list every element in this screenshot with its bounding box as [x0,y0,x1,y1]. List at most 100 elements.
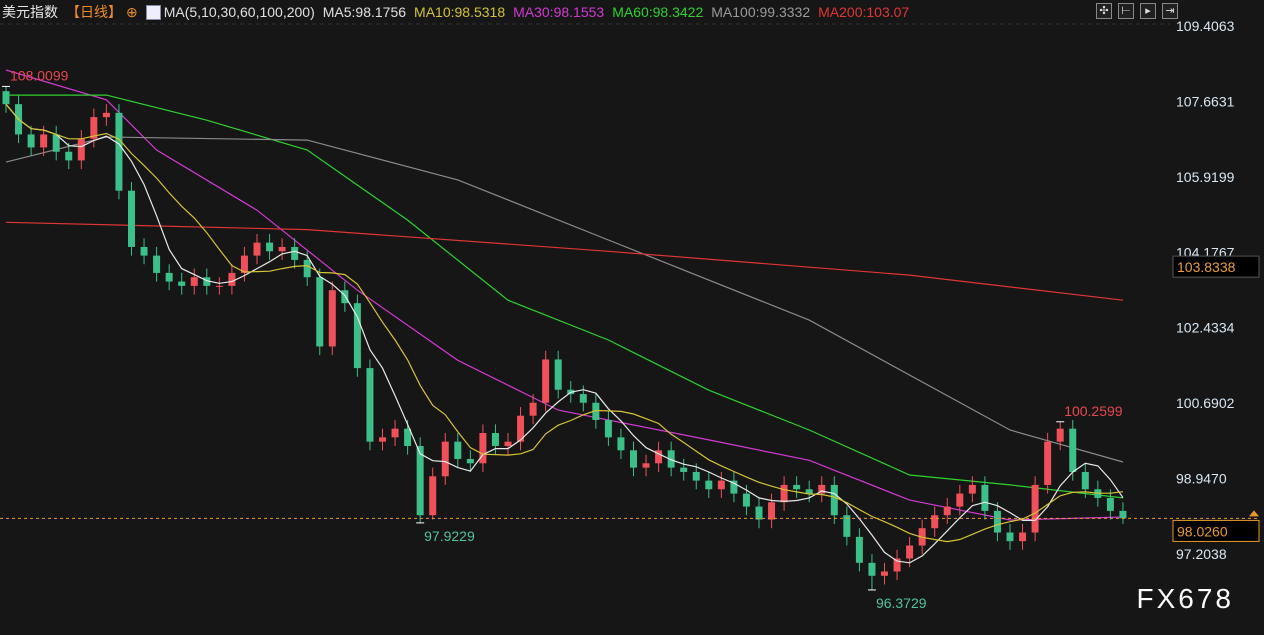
candle-body [504,441,512,446]
y-tick-label: 107.6631 [1176,93,1235,109]
settings-icon[interactable]: ⊕ [126,3,138,20]
candle-body [755,506,763,520]
candle-body [491,433,499,446]
candle-body [780,484,788,503]
candle-body [893,558,901,572]
candle-body [203,277,211,286]
candle-body [479,433,487,464]
candle-body [730,480,738,494]
indicator-name[interactable]: MA(5,10,30,60,100,200) [163,4,315,20]
candle-body [906,545,914,559]
ma-value: MA200:103.07 [818,4,910,20]
y-tick-label: 105.9199 [1176,169,1235,185]
ma-value: MA30:98.1553 [513,4,605,20]
candle-body [579,394,587,403]
candle-body [667,450,675,468]
ma-line-ma200 [5,221,1124,301]
high-annotation: 100.2599 [1064,403,1123,419]
candle-body [341,290,349,304]
zoom-out-icon[interactable]: ▸ [1140,3,1156,19]
crosshair-icon[interactable]: ✣ [1096,3,1112,19]
candle-body [1081,471,1089,490]
period-selector[interactable]: 【日线】 [66,4,122,20]
instrument-name: 美元指数 [2,4,58,20]
candle-body [379,437,386,442]
candle-body [692,471,700,481]
candle-body [655,450,663,464]
candle-body [717,480,725,490]
candle-body [441,441,449,477]
candle-body [128,190,135,247]
exit-icon[interactable]: ⇥ [1162,3,1178,19]
watermark: FX678 [1136,583,1234,614]
candle-body [843,515,851,537]
y-tick-label: 97.2038 [1176,546,1227,562]
candle-body [1006,532,1014,542]
ma-line-ma5 [5,103,1124,564]
candle-body [404,428,412,446]
ma-value: MA10:98.5318 [414,4,506,20]
candle-body [1019,532,1027,542]
candle-body [604,420,612,438]
low-annotation: 97.9229 [424,528,475,544]
candle-body [2,91,10,105]
candle-body [830,484,838,516]
candle-body [140,246,148,256]
candle-body [793,484,801,490]
candle-body [454,441,462,459]
candle-body [466,458,474,464]
candle-body [115,112,123,191]
candle-body [818,484,826,494]
candle-body [617,437,625,451]
candle-body [1106,497,1114,511]
candle-body [529,402,537,416]
ma-line-ma10 [5,103,1124,543]
candle-body [303,259,311,278]
candle-body [680,467,688,472]
candle-body [642,463,650,468]
ma-value: MA5:98.1756 [322,4,407,20]
ma-line-ma60 [6,94,1124,499]
chart-legend: 美元指数 【日线】 ⊕ MA(5,10,30,60,100,200) MA5:9… [2,3,917,21]
zoom-in-icon[interactable]: ⊢ [1118,3,1134,19]
ma-line-ma30 [5,69,1124,521]
candle-body [153,255,161,273]
candle-body [1056,428,1064,442]
candle-body [943,506,951,516]
low-annotation: 96.3729 [876,595,927,611]
candle-body [65,151,73,161]
candle-body [52,134,60,152]
ma-value: MA100:99.3332 [711,4,811,20]
y-tick-label: 98.9470 [1176,471,1227,487]
candle-body [1119,510,1127,519]
candle-body [630,450,637,468]
candle-body [881,571,888,576]
candle-body [228,272,236,286]
candle-body [215,285,223,287]
candle-body [592,402,600,421]
candle-body [416,445,424,516]
candle-body [855,536,863,563]
candle-body [240,255,248,273]
candle-body [27,134,35,148]
candle-body [429,476,437,516]
candle-body [517,415,525,442]
y-tick-label: 102.4334 [1176,320,1235,336]
candle-body [291,246,299,260]
candle-body [328,290,336,347]
ma-value: MA60:98.3422 [612,4,704,20]
last-price-arrow-icon [1249,510,1259,517]
candle-body [102,112,110,118]
indicator-icon[interactable] [145,4,161,20]
candle-body [768,502,776,520]
candle-body [1044,441,1052,485]
candle-body [1069,428,1077,472]
y-tick-label: 100.6902 [1176,395,1235,411]
candle-body [40,134,48,148]
candle-body [542,359,550,403]
candle-body [1031,484,1039,533]
ma200-price-label: 103.8338 [1177,259,1236,275]
candle-body [981,484,989,511]
candle-body [931,515,939,529]
